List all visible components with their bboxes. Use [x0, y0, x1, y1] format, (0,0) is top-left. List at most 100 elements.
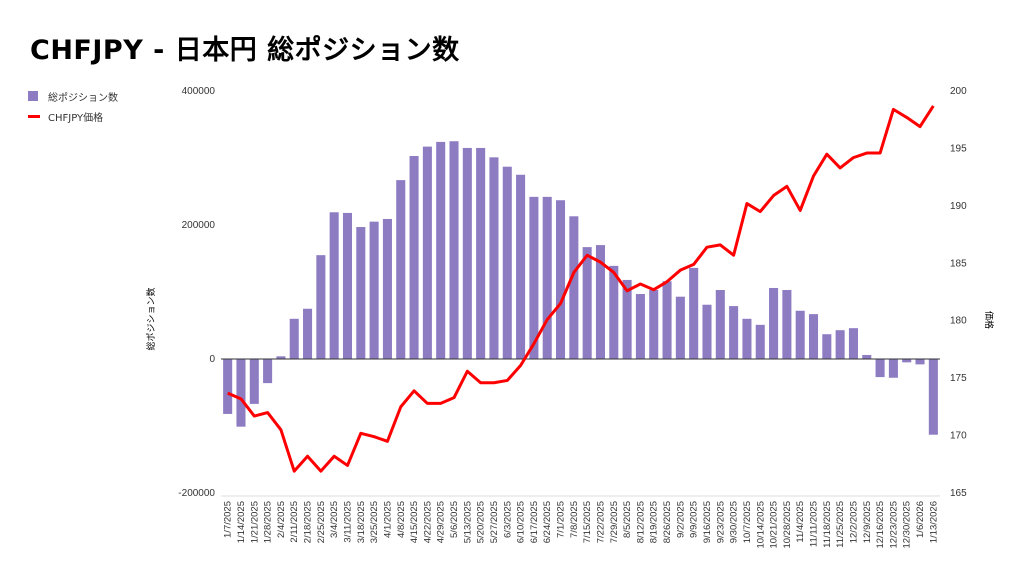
x-tick-label: 3/25/2025: [369, 501, 380, 543]
x-tick-label: 10/7/2025: [742, 501, 753, 543]
bar: [915, 359, 925, 365]
price-line: [227, 105, 935, 473]
x-tick-label: 6/10/2025: [516, 501, 527, 543]
x-tick-label: 11/11/2025: [809, 501, 820, 547]
x-tick-label: 6/17/2025: [529, 501, 540, 543]
bar: [223, 359, 233, 414]
bar: [715, 289, 725, 359]
y-tick-left: 200000: [182, 220, 216, 231]
y-axis-title-right: 価格: [984, 311, 995, 329]
bar: [342, 212, 353, 359]
x-tick-label: 11/25/2025: [835, 501, 846, 548]
bar: [862, 354, 872, 359]
bar: [369, 221, 379, 359]
bar: [729, 306, 739, 359]
bar: [848, 328, 858, 359]
x-tick-label: 4/15/2025: [409, 501, 420, 543]
x-tick-label: 12/23/2025: [888, 501, 899, 549]
x-tick-label: 12/30/2025: [902, 501, 913, 549]
bar: [595, 245, 605, 359]
bar: [409, 155, 419, 359]
bar: [689, 267, 699, 359]
x-tick-label: 8/19/2025: [649, 501, 660, 543]
x-tick-label: 5/6/2025: [449, 501, 460, 538]
bar: [675, 296, 685, 359]
y-tick-left: -200000: [178, 488, 215, 499]
x-tick-label: 8/5/2025: [622, 501, 633, 538]
bar: [303, 308, 313, 359]
x-tick-label: 5/13/2025: [462, 501, 473, 543]
legend-swatch-bar: [28, 91, 38, 101]
bar: [742, 318, 752, 359]
x-tick-label: 1/7/2025: [223, 501, 234, 538]
bar: [928, 359, 938, 435]
x-tick-label: 11/4/2025: [795, 501, 806, 543]
y-tick-right: 195: [950, 143, 967, 154]
y-axis-title-left: 総ポジション数: [145, 287, 156, 350]
x-tick-label: 7/8/2025: [569, 501, 580, 538]
x-tick-label: 7/22/2025: [595, 501, 606, 543]
x-tick-label: 1/28/2025: [263, 501, 274, 543]
x-tick-label: 1/14/2025: [236, 501, 247, 543]
x-tick-label: 3/4/2025: [329, 501, 340, 538]
x-tick-label: 2/25/2025: [316, 501, 327, 543]
x-tick-label: 2/11/2025: [289, 501, 300, 543]
y-tick-right: 170: [950, 431, 967, 442]
bar: [888, 359, 898, 378]
x-tick-label: 12/9/2025: [862, 501, 873, 543]
bar: [649, 289, 659, 359]
bar: [622, 279, 632, 359]
x-tick-label: 7/29/2025: [609, 501, 620, 543]
x-tick-label: 1/6/2026: [915, 501, 926, 538]
x-tick-label: 1/13/2026: [928, 501, 939, 543]
x-tick-label: 6/3/2025: [502, 501, 513, 538]
bar: [382, 218, 392, 359]
bar: [795, 310, 805, 359]
bar: [356, 227, 366, 359]
x-tick-label: 12/2/2025: [848, 501, 859, 543]
bar: [769, 287, 779, 359]
x-tick-label: 1/21/2025: [249, 501, 260, 543]
x-tick-label: 10/28/2025: [782, 501, 793, 549]
x-tick-label: 10/21/2025: [769, 501, 780, 549]
bar: [462, 147, 472, 359]
bar: [662, 281, 672, 359]
legend-item-price: CHFJPY価格: [28, 106, 118, 126]
bar: [396, 180, 406, 359]
legend-item-positions: 総ポジション数: [28, 86, 118, 106]
x-tick-label: 4/1/2025: [382, 501, 393, 538]
bar: [249, 359, 259, 404]
bar: [529, 196, 539, 359]
x-tick-label: 3/11/2025: [342, 501, 353, 543]
bar: [556, 200, 566, 359]
legend-label-price: CHFJPY価格: [48, 112, 104, 124]
y-tick-right: 165: [950, 488, 967, 499]
x-tick-label: 12/16/2025: [875, 501, 886, 549]
x-tick-label: 9/9/2025: [689, 501, 700, 538]
bar: [329, 212, 339, 359]
chart-title: CHFJPY - 日本円 総ポジション数: [30, 35, 460, 66]
x-tick-label: 6/24/2025: [542, 501, 553, 543]
x-tick-label: 7/1/2025: [556, 501, 567, 538]
x-tick-label: 9/23/2025: [715, 501, 726, 543]
x-tick-label: 9/16/2025: [702, 501, 713, 543]
x-tick-label: 4/22/2025: [422, 501, 433, 543]
bar: [702, 304, 712, 359]
bar: [516, 174, 526, 359]
x-tick-label: 7/15/2025: [582, 501, 593, 543]
bar: [822, 334, 832, 359]
bar: [263, 359, 273, 384]
x-tick-label: 8/26/2025: [662, 501, 673, 543]
bar: [902, 359, 912, 363]
y-tick-left: 400000: [182, 86, 216, 97]
bar: [835, 330, 845, 359]
y-tick-right: 175: [950, 373, 967, 384]
legend-label-positions: 総ポジション数: [48, 92, 118, 104]
x-tick-label: 5/20/2025: [476, 501, 487, 543]
bar: [808, 314, 819, 359]
bar: [782, 289, 792, 359]
bar: [635, 294, 645, 359]
x-tick-label: 5/27/2025: [489, 501, 500, 543]
bar: [755, 324, 765, 359]
